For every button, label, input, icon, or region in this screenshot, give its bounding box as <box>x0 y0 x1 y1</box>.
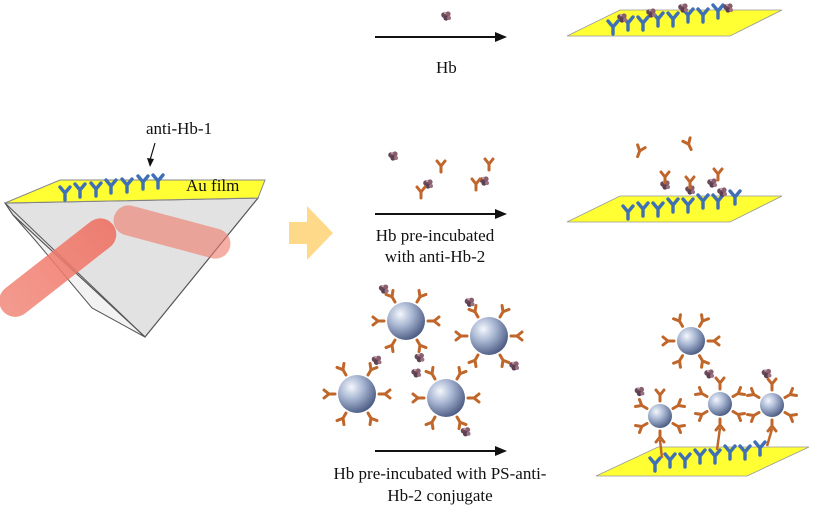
ps-conjugate <box>454 297 524 371</box>
binding-link <box>765 428 774 447</box>
polystyrene-bead <box>338 375 376 413</box>
pre-incubated-label-line2: with anti-Hb-2 <box>384 247 486 266</box>
bound-ps-conjugate <box>633 386 687 444</box>
bound-complexes <box>659 167 727 197</box>
ps-conjugate <box>411 365 481 437</box>
au-film <box>595 446 810 477</box>
polystyrene-bead <box>648 404 672 428</box>
polystyrene-bead <box>677 327 705 355</box>
polystyrene-bead <box>470 317 508 355</box>
laser-beam-out <box>113 205 231 259</box>
polystyrene-bead <box>708 392 732 416</box>
pre-incubated-label-line1: Hb pre-incubated <box>375 226 495 245</box>
bound-ps-conjugate <box>693 369 747 432</box>
row-hb <box>375 3 783 42</box>
ps-conjugate <box>322 355 392 427</box>
ps-conjugate-label-line2: Hb-2 conjugate <box>387 486 493 505</box>
laser-beam-in <box>0 218 117 317</box>
spr-setup <box>0 142 266 338</box>
bound-ps-conjugate <box>745 368 799 433</box>
big-arrow <box>289 206 333 260</box>
row-anti-hb-2 <box>375 136 783 223</box>
polystyrene-bead <box>760 393 784 417</box>
anti-hb-1-label: anti-Hb-1 <box>146 119 213 138</box>
ps-conjugate <box>371 284 441 363</box>
binding-link <box>715 427 722 451</box>
hemoglobin-icon <box>441 11 451 21</box>
row-ps-conjugate <box>322 284 524 437</box>
polystyrene-bead <box>427 379 465 417</box>
free-reagents <box>388 151 495 200</box>
au-film-label: Au film <box>186 176 240 195</box>
free-ps-conjugate <box>661 313 721 369</box>
prism-face <box>12 214 146 338</box>
binding-link <box>658 439 664 459</box>
ps-conjugate-label-line1: Hb pre-incubated with PS-anti- <box>333 464 547 483</box>
free-detection-antibodies <box>632 136 697 160</box>
polystyrene-bead <box>387 302 425 340</box>
hb-label: Hb <box>436 58 457 77</box>
